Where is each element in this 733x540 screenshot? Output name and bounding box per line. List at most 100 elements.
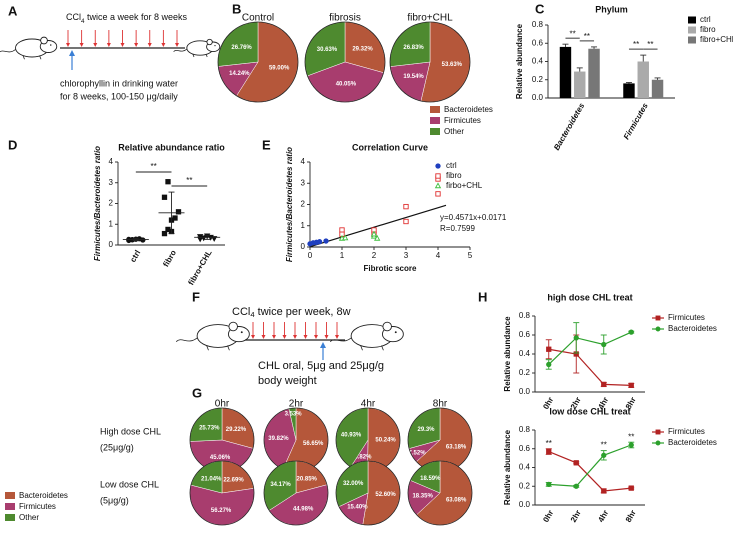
y-tick-label: 0.6	[532, 38, 544, 47]
legend-label: Bacteroidetes	[444, 105, 493, 114]
pie-outline	[389, 21, 471, 103]
legend-marker	[655, 326, 661, 332]
text-part: twice a week for 8 weeks	[85, 12, 188, 22]
legend-marker	[435, 173, 441, 179]
significance-label: **	[633, 40, 639, 49]
mouse-leg	[192, 53, 195, 58]
pie-label: 34.17%	[270, 482, 291, 488]
pie-label: 53.63%	[442, 62, 463, 68]
data-point	[628, 442, 634, 448]
pie-label: 26.83%	[403, 45, 424, 51]
chart-title: Relative abundance ratio	[118, 142, 225, 152]
data-point	[546, 448, 552, 455]
pie-title: fibrosis	[329, 13, 361, 24]
diagram-text: CCl4 twice a week for 8 weeks	[66, 12, 188, 24]
pie-outline	[263, 460, 329, 526]
column-title: 0hr	[215, 399, 230, 410]
legend-marker	[655, 315, 661, 321]
mouse-tail	[329, 337, 352, 343]
y-tick-label: 0.4	[519, 349, 531, 358]
dose-arrow-head	[134, 43, 139, 47]
pie-label: 39.82%	[268, 436, 289, 442]
x-tick-label: 2	[372, 251, 377, 260]
pie-label: 29.22%	[226, 427, 247, 433]
chart-title: low dose CHL treat	[549, 406, 630, 416]
data-line	[548, 348, 632, 386]
data-point	[165, 179, 171, 185]
diagram-text: CCl4 twice per week, 8w	[232, 306, 351, 319]
pie-label: 18.59%	[420, 476, 441, 482]
mouse-leg	[360, 345, 363, 351]
mouse-tail	[175, 337, 198, 343]
mouse-ear	[228, 321, 238, 332]
data-point	[601, 381, 607, 388]
text-part: 4	[81, 18, 85, 25]
dose-arrow-head	[272, 335, 276, 339]
pie-label: 18.35%	[412, 494, 433, 500]
pie-label: 30.63%	[317, 47, 338, 53]
y-tick-label: 0.4	[519, 463, 531, 472]
panel-label: D	[8, 137, 17, 152]
mouse-leg	[205, 53, 208, 58]
panel-label: C	[535, 1, 545, 16]
data-line	[548, 444, 632, 487]
legend-label: Other	[19, 513, 39, 522]
diagram-note: chlorophyllin in drinking water	[60, 78, 178, 88]
significance-label: **	[569, 29, 575, 38]
data-point	[140, 237, 146, 243]
mouse-leg	[39, 55, 42, 60]
data-point	[573, 335, 579, 341]
legend-swatch	[688, 26, 696, 34]
data-point	[323, 238, 329, 244]
fit-line	[309, 204, 447, 248]
y-tick-label: 3	[301, 178, 306, 187]
legend-marker	[435, 163, 441, 169]
y-tick-label: 0.4	[532, 57, 544, 66]
x-tick-label: fibro+CHL	[186, 248, 213, 286]
x-tick-label: 2hr	[569, 509, 583, 524]
data-point	[601, 341, 607, 348]
pie-label: 3.53%	[285, 411, 303, 417]
data-line	[548, 331, 632, 365]
mouse-icon	[0, 36, 58, 60]
text-part: twice per week, 8w	[255, 306, 351, 318]
bar	[637, 61, 649, 98]
y-tick-label: 2	[301, 200, 306, 209]
pie-outline	[189, 460, 255, 526]
pie-outline	[335, 460, 401, 526]
mouse-leg	[227, 345, 230, 351]
legend-marker	[655, 440, 661, 446]
y-tick-label: 1	[109, 219, 114, 228]
x-tick-label: 4hr	[596, 509, 610, 524]
legend-label: fibro+CHL	[700, 35, 733, 44]
legend-label: ctrl	[700, 15, 711, 24]
dose-arrow-head	[66, 43, 70, 47]
dose-arrow-head	[303, 335, 308, 339]
y-tick-label: 0.0	[519, 500, 531, 509]
legend-label: Bacteroidetes	[668, 324, 717, 333]
column-title: 4hr	[361, 399, 376, 410]
mouse-leg	[381, 345, 384, 351]
mouse-ear	[382, 321, 392, 332]
legend-label: Firmicutes	[668, 313, 705, 322]
pie-outline	[304, 21, 386, 103]
y-axis-label: Relative abundance	[503, 316, 512, 392]
data-point	[435, 191, 441, 197]
legend-label: Firmicutes	[444, 116, 481, 125]
significance-label: **	[186, 176, 192, 185]
y-tick-label: 0.6	[519, 330, 531, 339]
y-tick-label: 0.0	[532, 93, 544, 102]
panel-label: B	[232, 1, 241, 16]
y-tick-label: 4	[301, 157, 306, 166]
mouse-eye	[50, 44, 52, 46]
legend-swatch	[430, 106, 440, 113]
x-tick-label: 1	[340, 251, 345, 260]
x-tick-label: Bacteroidetes	[552, 101, 587, 152]
significance-label: **	[628, 432, 634, 441]
y-axis-label: Firmicutes/Bacteroidetes ratio	[285, 147, 294, 262]
pie-label: 63.08%	[446, 498, 467, 504]
pie-label: 50.24%	[375, 438, 396, 444]
pie-label: 7.52%	[409, 450, 427, 456]
dose-arrow-head	[261, 335, 266, 339]
data-point	[316, 239, 323, 245]
